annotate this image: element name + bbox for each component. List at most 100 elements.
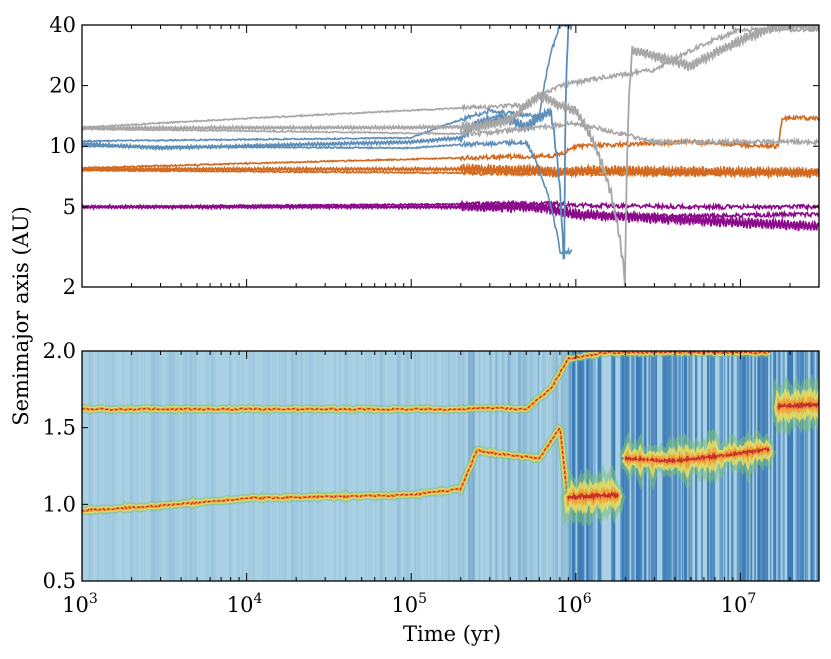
heat-streak bbox=[806, 351, 808, 581]
heat-streak bbox=[122, 351, 125, 581]
heat-streak bbox=[334, 351, 337, 581]
heat-streak bbox=[400, 351, 402, 581]
heat-streak bbox=[172, 351, 175, 581]
top-y-tick-label: 20 bbox=[49, 74, 76, 98]
heat-streak bbox=[414, 351, 416, 581]
heat-streak bbox=[267, 351, 270, 581]
heat-streak bbox=[284, 351, 287, 581]
heat-streak bbox=[159, 351, 162, 581]
heat-streak bbox=[96, 351, 100, 581]
planet-3-line bbox=[82, 25, 573, 260]
heat-streak bbox=[381, 351, 383, 581]
heat-streak bbox=[770, 351, 772, 581]
heat-ridge-3 bbox=[560, 463, 626, 528]
heat-ridge-5 bbox=[770, 373, 819, 438]
x-tick-label: 105 bbox=[391, 591, 427, 617]
heat-streak bbox=[206, 351, 209, 581]
heat-streak bbox=[612, 351, 615, 581]
heat-streak bbox=[89, 351, 92, 581]
heat-streak bbox=[283, 351, 286, 581]
heat-streak bbox=[228, 351, 232, 581]
heat-streak bbox=[262, 351, 265, 581]
heat-streak bbox=[184, 351, 186, 581]
heat-streak bbox=[266, 351, 269, 581]
heat-streak bbox=[429, 351, 432, 581]
heat-streak bbox=[586, 351, 589, 581]
heat-streak bbox=[316, 351, 318, 581]
heat-streak bbox=[293, 351, 297, 581]
heat-streak bbox=[537, 351, 539, 581]
heat-streak bbox=[252, 351, 255, 581]
heat-streak bbox=[346, 351, 349, 581]
heat-streak bbox=[406, 351, 409, 581]
heat-streak bbox=[173, 351, 176, 581]
heat-streak bbox=[105, 351, 108, 581]
heat-streak bbox=[278, 351, 281, 581]
heatmap-group bbox=[82, 351, 819, 581]
heat-streak bbox=[398, 351, 401, 581]
heat-streak bbox=[765, 351, 768, 581]
planet-1-line bbox=[82, 199, 819, 232]
heat-streak bbox=[517, 351, 520, 581]
heat-streak bbox=[338, 351, 342, 581]
heat-streak bbox=[151, 351, 153, 581]
heat-streak bbox=[165, 351, 169, 581]
heat-streak bbox=[374, 351, 377, 581]
heat-streak bbox=[801, 351, 805, 581]
heat-streak bbox=[130, 351, 132, 581]
x-axis-label: Time (yr) bbox=[403, 622, 501, 646]
heat-streak bbox=[151, 351, 153, 581]
heat-streak bbox=[508, 351, 510, 581]
heat-streak bbox=[192, 351, 195, 581]
bottom-y-tick-label: 1.0 bbox=[43, 492, 76, 516]
heat-ridge-4 bbox=[618, 427, 777, 493]
heat-streak bbox=[804, 351, 806, 581]
heat-streak bbox=[290, 351, 293, 581]
heat-streak bbox=[508, 351, 510, 581]
heat-streak bbox=[365, 351, 367, 581]
heat-streak bbox=[194, 351, 197, 581]
heat-streak bbox=[594, 351, 596, 581]
heat-streak bbox=[403, 351, 406, 581]
x-tick-label: 103 bbox=[62, 591, 98, 617]
heat-streak bbox=[371, 351, 373, 581]
heat-streak bbox=[580, 351, 584, 581]
heat-streak bbox=[172, 351, 175, 581]
heat-streak bbox=[507, 351, 510, 581]
heat-streak bbox=[620, 351, 622, 581]
heat-streak bbox=[441, 351, 444, 581]
heat-streak bbox=[597, 351, 601, 581]
heat-streak bbox=[176, 351, 179, 581]
heat-streak bbox=[310, 351, 314, 581]
heat-streak bbox=[462, 351, 465, 581]
heat-streak bbox=[236, 351, 239, 581]
heat-streak bbox=[182, 351, 184, 581]
heat-streak bbox=[368, 351, 371, 581]
top-x-ticks bbox=[81, 25, 820, 287]
heat-streak bbox=[98, 351, 101, 581]
heat-streak bbox=[518, 351, 521, 581]
heat-streak bbox=[782, 351, 785, 581]
heat-streak bbox=[291, 351, 295, 581]
heat-streak bbox=[189, 351, 192, 581]
heat-streak bbox=[208, 351, 210, 581]
heat-streak bbox=[419, 351, 422, 581]
planet-3-upper-line bbox=[82, 25, 573, 143]
heat-streak bbox=[496, 351, 499, 581]
heat-streak bbox=[291, 351, 294, 581]
x-tick-label: 107 bbox=[721, 591, 757, 617]
heat-streak bbox=[520, 351, 523, 581]
ridge-2-core bbox=[82, 427, 569, 512]
top-y-tick-label: 10 bbox=[49, 134, 76, 158]
heat-streak bbox=[251, 351, 253, 581]
heat-streak bbox=[527, 351, 530, 581]
heat-streak bbox=[445, 351, 448, 581]
y-axis-label: Semimajor axis (AU) bbox=[9, 206, 33, 426]
heat-streak bbox=[479, 351, 481, 581]
heat-streak bbox=[321, 351, 324, 581]
heat-streak bbox=[90, 351, 94, 581]
heat-streak bbox=[300, 351, 303, 581]
heat-streak bbox=[144, 351, 146, 581]
heat-streak bbox=[517, 351, 521, 581]
